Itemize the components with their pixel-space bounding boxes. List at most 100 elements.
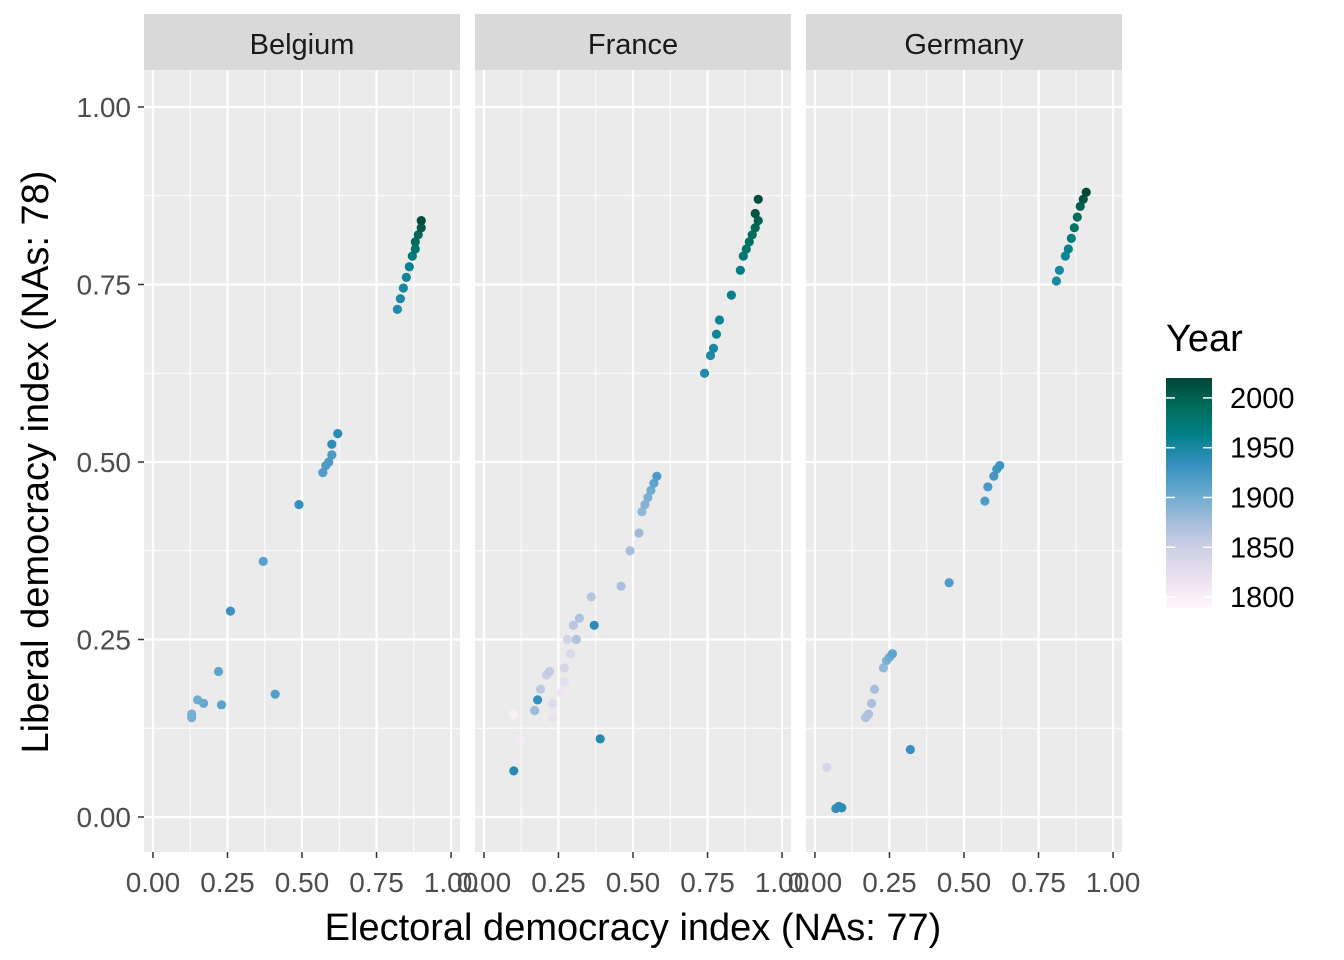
data-point <box>294 500 304 510</box>
data-point <box>571 634 581 645</box>
data-point <box>705 350 716 361</box>
data-point <box>1078 194 1088 204</box>
facet-strip <box>475 14 791 70</box>
data-point <box>225 606 236 616</box>
data-point <box>216 700 227 710</box>
y-axis-title: Liberal democracy index (NAs: 78) <box>15 171 57 754</box>
data-point <box>750 208 760 219</box>
x-tick-label: 1.00 <box>1086 867 1141 898</box>
x-tick-label: 0.00 <box>457 867 512 898</box>
panel-belgium: Belgium 0.00 0.25 0.50 0.75 1.00 <box>126 14 479 898</box>
data-point <box>714 315 725 325</box>
data-point <box>646 485 656 495</box>
data-point <box>1063 244 1073 254</box>
data-point <box>643 492 653 503</box>
data-point <box>199 698 209 709</box>
legend-colorbar <box>1166 378 1212 608</box>
data-point <box>944 578 954 588</box>
panel-germany: Germany 0.00 0.25 0.50 0.75 1.00 <box>788 14 1141 898</box>
data-point <box>530 705 540 716</box>
data-point <box>726 290 736 300</box>
x-tick-label: 0.00 <box>788 867 843 898</box>
y-tick-label: 0.25 <box>77 625 132 656</box>
data-point <box>535 684 546 694</box>
data-point <box>270 689 280 699</box>
data-point <box>708 343 719 353</box>
data-point <box>747 230 757 240</box>
data-point <box>864 709 874 719</box>
x-tick-label: 1.00 <box>755 867 810 898</box>
data-point <box>559 677 570 687</box>
data-point <box>509 709 519 719</box>
data-point <box>637 507 647 517</box>
data-point <box>416 223 426 233</box>
data-point <box>392 304 402 314</box>
data-point <box>547 698 558 709</box>
data-point <box>413 230 423 240</box>
legend-title: Year <box>1166 318 1243 360</box>
y-tick-label: 1.00 <box>77 92 132 123</box>
data-point <box>616 581 626 591</box>
data-point <box>983 482 993 492</box>
x-tick-label: 0.25 <box>200 867 255 898</box>
data-point <box>652 471 662 481</box>
y-tick-label: 0.50 <box>77 447 132 478</box>
x-tick-label: 0.25 <box>862 867 917 898</box>
data-point <box>407 251 417 261</box>
legend-tick-label: 1900 <box>1230 482 1295 514</box>
facet-strip-label: Germany <box>904 29 1024 61</box>
data-point <box>989 471 999 481</box>
legend-tick-label: 2000 <box>1230 383 1295 415</box>
panel-france: France 0.00 0.25 0.50 0.75 1.00 <box>457 14 810 898</box>
data-point <box>1054 265 1064 275</box>
y-tick-label: 0.00 <box>77 802 132 833</box>
x-axis-title: Electoral democracy index (NAs: 77) <box>325 907 942 949</box>
x-tick-label: 0.75 <box>1011 867 1066 898</box>
data-point <box>509 766 519 776</box>
data-point <box>1066 233 1076 243</box>
data-point <box>1072 212 1082 222</box>
data-point <box>1060 251 1070 261</box>
data-point <box>649 478 659 488</box>
data-point <box>568 620 578 630</box>
data-point <box>699 368 710 378</box>
data-point <box>544 666 555 677</box>
data-point <box>416 216 426 226</box>
data-point <box>625 546 635 556</box>
data-point <box>562 634 573 645</box>
data-point <box>410 237 420 247</box>
data-point <box>1075 201 1085 211</box>
data-point <box>565 649 575 659</box>
data-point <box>586 592 596 602</box>
data-point <box>324 457 334 467</box>
data-point <box>750 223 760 233</box>
data-point <box>327 450 337 460</box>
data-point <box>318 468 328 478</box>
data-point <box>327 439 337 449</box>
x-tick-label: 0.25 <box>531 867 586 898</box>
legend: Year 2000 1950 1900 1850 1800 <box>1166 318 1295 614</box>
data-point <box>822 762 832 772</box>
data-point <box>1051 276 1062 286</box>
data-point <box>404 262 414 272</box>
facet-strip <box>144 14 460 70</box>
data-point <box>1069 223 1079 233</box>
data-point <box>744 237 754 247</box>
data-point <box>213 666 224 677</box>
legend-tick-label: 1800 <box>1230 582 1295 614</box>
x-tick-label: 1.00 <box>424 867 479 898</box>
data-point <box>634 528 644 538</box>
data-point <box>574 613 584 623</box>
data-point <box>866 698 877 709</box>
data-point <box>595 734 605 744</box>
data-point <box>905 744 915 755</box>
data-point <box>589 620 599 630</box>
data-point <box>547 713 558 723</box>
data-point <box>559 663 570 673</box>
data-point <box>711 329 722 339</box>
facet-strip <box>806 14 1122 70</box>
x-tick-label: 0.50 <box>275 867 330 898</box>
data-point <box>995 460 1005 471</box>
x-tick-label: 0.00 <box>126 867 181 898</box>
